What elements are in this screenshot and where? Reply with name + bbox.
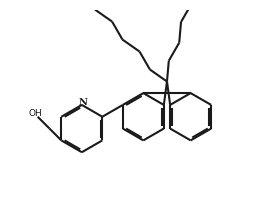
- Text: OH: OH: [28, 109, 42, 118]
- Text: N: N: [79, 98, 87, 107]
